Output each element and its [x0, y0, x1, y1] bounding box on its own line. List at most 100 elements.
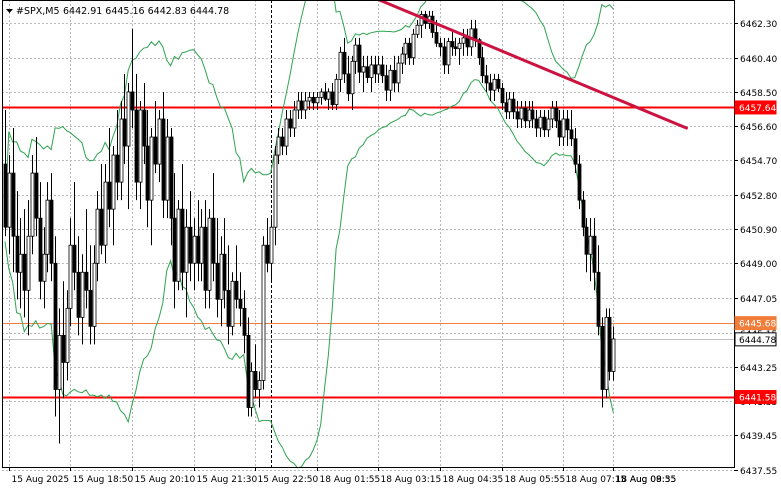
candle-down	[76, 271, 81, 318]
candle-down	[554, 107, 559, 122]
candle-up	[369, 64, 374, 78]
time-tick-label: 15 Aug 21:30	[197, 475, 258, 485]
candle-up	[149, 136, 154, 201]
candle-down	[84, 271, 89, 291]
price-tag-label: 6441.58	[739, 394, 776, 404]
candle-down	[565, 118, 570, 131]
candle-down	[500, 87, 505, 104]
candle-down	[180, 208, 185, 273]
dropdown-arrow-icon[interactable]	[6, 9, 13, 13]
candle-down	[523, 107, 528, 122]
candle-up	[446, 41, 451, 66]
candle-up	[207, 217, 212, 291]
price-tick-label: 6449.00	[740, 260, 777, 270]
candle-down	[430, 15, 435, 33]
candle-down	[438, 42, 443, 48]
time-tick-label: 15 Aug 20:10	[135, 475, 196, 485]
candle-up	[269, 226, 274, 264]
candle-up	[65, 307, 70, 363]
candle-down	[380, 64, 385, 77]
candle-down	[584, 226, 589, 255]
price-tick-label: 6460.40	[740, 55, 777, 65]
candle-up	[7, 172, 12, 228]
candle-down	[480, 57, 485, 77]
candle-down	[134, 109, 139, 183]
candle-down	[130, 91, 135, 111]
candle-up	[550, 107, 555, 120]
candle-down	[450, 41, 455, 48]
candle-down	[22, 253, 27, 291]
candle-down	[280, 136, 285, 147]
candle-down	[592, 235, 597, 273]
plot-border	[2, 0, 735, 468]
candle-down	[153, 136, 158, 165]
candle-down	[442, 46, 447, 66]
price-tick-label: 6437.55	[740, 467, 777, 477]
candle-up	[138, 109, 143, 183]
time-tick-label: 18 Aug 09:55	[616, 475, 677, 485]
candle-up	[273, 154, 278, 228]
candle-up	[276, 136, 281, 156]
candle-down	[49, 199, 54, 264]
candle-up	[103, 181, 108, 246]
price-tag	[734, 100, 777, 115]
candle-up	[507, 98, 512, 113]
candle-up	[219, 253, 224, 300]
candle-up	[353, 44, 358, 62]
candle-down	[357, 44, 362, 73]
price-tick-label: 6454.70	[740, 157, 777, 167]
candle-up	[45, 199, 50, 255]
price-tick-label: 6443.25	[740, 364, 777, 374]
candle-up	[588, 235, 593, 255]
candle-down	[542, 116, 547, 131]
candle-down	[607, 316, 612, 372]
price-tick-label: 6450.90	[740, 226, 777, 236]
candle-down	[596, 271, 601, 327]
candle-up	[326, 91, 331, 100]
chart-frame	[2, 0, 735, 468]
price-tag	[734, 390, 777, 405]
candle-down	[196, 235, 201, 264]
time-tick-label: 15 Aug 22:50	[258, 475, 319, 485]
candle-up	[492, 78, 497, 91]
candle-up	[68, 244, 73, 309]
candle-up	[184, 226, 189, 273]
candle-up	[400, 53, 405, 64]
time-tick-label: 15 Aug 18:50	[73, 475, 134, 485]
candle-up	[319, 91, 324, 98]
candle-down	[238, 298, 243, 309]
candle-down	[530, 109, 535, 120]
trend-line[interactable]	[371, 0, 688, 130]
candle-up	[604, 316, 609, 390]
candle-up	[165, 136, 170, 201]
candle-up	[292, 109, 297, 129]
candle-down	[234, 280, 239, 300]
candle-down	[145, 145, 150, 201]
candle-down	[242, 307, 247, 336]
candle-down	[600, 325, 605, 390]
candle-up	[415, 24, 420, 35]
candle-down	[477, 39, 482, 59]
chart-header: #SPX,M5 6442.91 6445.16 6442.83 6444.78	[6, 6, 229, 17]
candle-down	[346, 73, 351, 95]
candle-up	[284, 118, 289, 147]
candle-down	[484, 75, 489, 84]
candle-up	[561, 118, 566, 138]
candle-up	[111, 154, 116, 210]
symbol-label[interactable]: #SPX,M5	[16, 6, 60, 17]
candle-down	[222, 253, 227, 291]
candle-up	[57, 334, 62, 390]
candle-up	[527, 109, 532, 122]
candlestick-series	[3, 10, 616, 444]
candle-down	[504, 102, 509, 113]
candle-down	[172, 217, 177, 282]
candle-down	[288, 118, 293, 129]
candle-down	[15, 235, 20, 273]
candle-up	[119, 118, 124, 183]
candle-up	[126, 91, 131, 147]
time-tick-label: 18 Aug 08:35	[616, 475, 677, 485]
candle-down	[577, 163, 582, 201]
candle-up	[315, 96, 320, 104]
candle-up	[249, 371, 254, 408]
candle-up	[192, 235, 197, 264]
